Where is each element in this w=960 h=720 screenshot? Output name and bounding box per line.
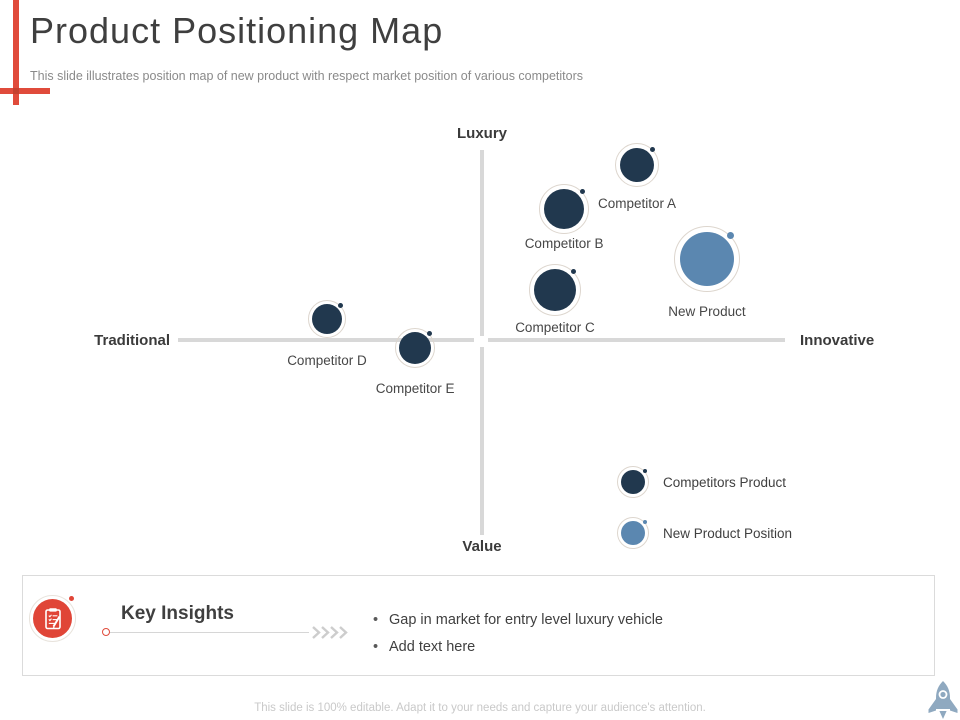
horizontal-axis-left [178, 338, 474, 342]
legend-marker-dot [643, 520, 647, 524]
map-point-satellite-dot [338, 302, 344, 308]
rocket-icon [928, 681, 958, 719]
legend-marker-icon [617, 466, 649, 498]
map-point-ring [395, 327, 436, 368]
page-subtitle: This slide illustrates position map of n… [30, 69, 584, 83]
map-point-label: Competitor B [524, 236, 604, 252]
legend-marker-bubble [621, 470, 645, 494]
clipboard-checklist-icon [33, 599, 72, 638]
map-point-ring [528, 264, 581, 317]
legend-item-competitors-product: Competitors Product [617, 466, 792, 498]
legend-marker-ring [617, 466, 649, 498]
key-insights-box: Key Insights • Gap in market for entry l… [22, 575, 935, 676]
map-point-label: Competitor A [598, 196, 677, 212]
insights-icon-ring [29, 595, 76, 642]
key-insights-heading: Key Insights [121, 603, 234, 624]
bullet-dot-icon: • [373, 612, 379, 628]
legend-label: Competitors Product [663, 474, 787, 490]
legend-marker-ring [617, 517, 649, 549]
axis-label-luxury: Luxury [456, 125, 508, 142]
legend-marker-dot [643, 469, 647, 473]
accent-bar-vertical [13, 0, 19, 105]
map-point-label: Competitor C [515, 320, 595, 336]
accent-bar-cross [13, 88, 19, 94]
chevron-arrows-icon [312, 626, 348, 639]
map-point-satellite-dot [427, 330, 432, 336]
accent-bar-horizontal [0, 88, 50, 94]
insights-bullet-2: • Add text here [373, 634, 663, 661]
map-point-ring [615, 143, 660, 188]
horizontal-axis-right [488, 338, 785, 342]
insights-icon-dot [69, 596, 74, 601]
map-point-bubble [399, 331, 432, 364]
bullet-dot-icon: • [373, 639, 379, 655]
map-point-satellite-dot [579, 188, 585, 194]
legend-marker-bubble [621, 521, 645, 545]
legend-label: New Product Position [663, 525, 793, 541]
footer-note: This slide is 100% editable. Adapt it to… [254, 702, 706, 714]
insights-bullet-1: • Gap in market for entry level luxury v… [373, 607, 663, 634]
legend-item-new-product-position: New Product Position [617, 517, 792, 549]
axis-label-value: Value [462, 538, 502, 555]
insights-divider-start-dot [102, 628, 110, 636]
map-point-label: Competitor E [375, 380, 455, 396]
insights-bullet-list: • Gap in market for entry level luxury v… [373, 607, 663, 661]
page-title: Product Positioning Map [30, 10, 444, 51]
map-point-ring [673, 226, 740, 293]
map-point-label: Competitor D [287, 352, 367, 368]
map-point-bubble [544, 189, 585, 230]
insights-bullet-1-text: Gap in market for entry level luxury veh… [389, 612, 663, 628]
map-point-satellite-dot [571, 268, 577, 274]
map-point-bubble [533, 269, 576, 312]
legend-marker-icon [617, 517, 649, 549]
map-point-label: New Product [668, 304, 746, 320]
map-point-satellite-dot [650, 146, 656, 152]
axis-label-traditional: Traditional [94, 332, 170, 349]
insights-bullet-2-text: Add text here [389, 639, 476, 655]
legend: Competitors Product New Product Position [617, 466, 792, 568]
map-point-bubble [679, 232, 734, 287]
map-point-bubble [311, 303, 342, 334]
axis-label-innovative: Innovative [800, 332, 875, 349]
map-point-ring [307, 299, 346, 338]
map-point-ring [539, 184, 590, 235]
vertical-axis-upper [480, 150, 484, 336]
vertical-axis-lower [480, 347, 484, 535]
map-point-bubble [620, 148, 655, 183]
insights-divider-line [109, 632, 309, 633]
map-point-satellite-dot [727, 232, 735, 240]
